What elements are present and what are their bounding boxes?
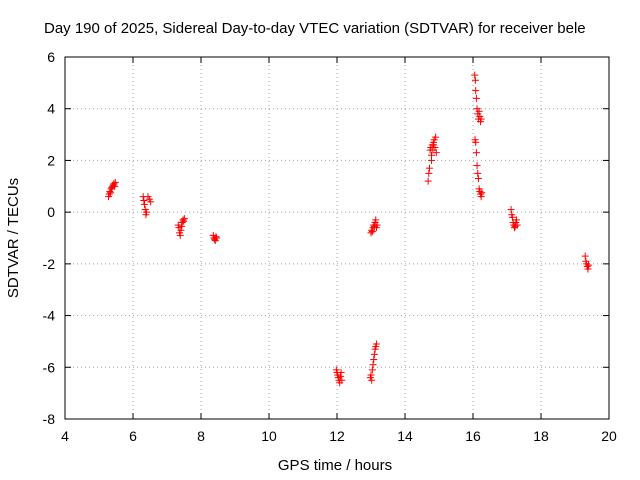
x-tick-label: 4 (61, 428, 69, 444)
grid (65, 57, 609, 419)
data-point (212, 233, 220, 241)
data-point (425, 169, 433, 177)
data-point (143, 208, 151, 216)
data-point (111, 182, 119, 190)
data-point (368, 376, 376, 384)
y-tick-label: 2 (47, 152, 55, 168)
data-point (471, 71, 479, 79)
data-point (507, 206, 515, 214)
chart-title: Day 190 of 2025, Sidereal Day-to-day VTE… (44, 20, 586, 37)
data-point (338, 376, 346, 384)
data-point (472, 138, 480, 146)
x-tick-label: 20 (601, 428, 617, 444)
y-tick-label: -2 (43, 256, 56, 272)
data-point (141, 200, 149, 208)
data-point (430, 141, 438, 149)
data-point (472, 87, 480, 95)
data-point (367, 371, 375, 379)
data-point (428, 156, 436, 164)
x-tick-label: 12 (329, 428, 345, 444)
y-tick-label: -4 (43, 308, 56, 324)
data-point (107, 189, 115, 197)
x-tick-label: 14 (397, 428, 413, 444)
x-axis-title: GPS time / hours (278, 457, 392, 474)
data-point (336, 372, 344, 380)
data-point (147, 198, 155, 206)
data-point (471, 76, 479, 84)
data-point (176, 231, 184, 239)
y-axis: -8 -6 -4 -2 0 2 4 6 (43, 49, 609, 427)
y-axis-title: SDTVAR / TECUs (5, 178, 22, 298)
data-point (177, 226, 185, 234)
x-tick-label: 16 (465, 428, 481, 444)
data-point (370, 356, 378, 364)
data-point (368, 366, 376, 374)
data-point (370, 350, 378, 358)
data-point (368, 228, 376, 236)
data-point (425, 164, 433, 172)
data-point (581, 252, 589, 260)
data-point (424, 177, 432, 185)
data-point (478, 189, 486, 197)
data-point (472, 149, 480, 157)
data-point (513, 216, 521, 224)
data-point (513, 221, 521, 229)
data-point (585, 261, 593, 269)
x-tick-label: 8 (197, 428, 205, 444)
data-point (140, 197, 148, 205)
data-point (372, 340, 380, 348)
data-point (432, 133, 440, 141)
data-point (508, 213, 516, 221)
data-point (213, 234, 221, 242)
y-tick-label: 4 (47, 101, 55, 117)
data-point (179, 216, 187, 224)
y-tick-label: -8 (43, 411, 56, 427)
data-point (474, 169, 482, 177)
x-tick-label: 10 (261, 428, 277, 444)
data-point (472, 94, 480, 102)
data-point (373, 221, 381, 229)
data-point (369, 361, 377, 369)
data-point (178, 222, 186, 230)
data-point (477, 115, 485, 123)
y-tick-label: 0 (47, 204, 55, 220)
data-point (180, 215, 188, 223)
data-point (337, 368, 345, 376)
x-tick-label: 6 (129, 428, 137, 444)
y-tick-label: 6 (47, 49, 55, 65)
data-point (473, 162, 481, 170)
data-point (475, 107, 483, 115)
x-tick-label: 18 (533, 428, 549, 444)
y-tick-label: -6 (43, 359, 56, 375)
data-point (474, 175, 482, 183)
data-point (584, 265, 592, 273)
data-point (432, 149, 440, 157)
data-points (105, 71, 593, 387)
data-point (111, 178, 119, 186)
data-point (477, 193, 485, 201)
data-point (372, 216, 380, 224)
x-axis: 4 6 8 10 12 14 16 18 20 (61, 57, 617, 444)
